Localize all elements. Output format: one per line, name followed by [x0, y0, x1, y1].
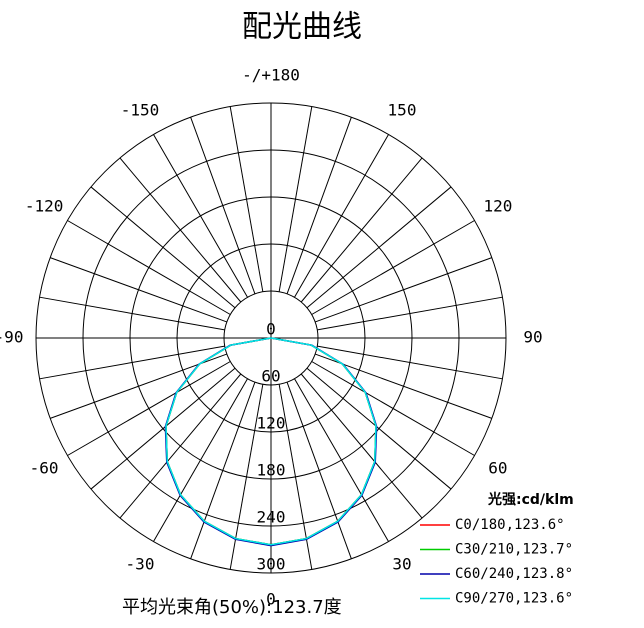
legend-label: C30/210,123.7°: [455, 542, 573, 558]
angle-tick-label: -60: [30, 459, 59, 478]
chart-title: 配光曲线: [242, 10, 362, 45]
angle-tick-label: 30: [392, 554, 411, 573]
grid-ring: [129, 196, 413, 480]
angle-tick-label: -120: [25, 197, 64, 216]
grid-ring: [35, 102, 507, 574]
angle-tick-label: 120: [483, 197, 512, 216]
r-tick-label: 300: [257, 555, 286, 574]
r-tick-label: 180: [257, 461, 286, 480]
r-tick-label: 0: [266, 320, 276, 339]
r-tick-label: 120: [257, 414, 286, 433]
r-tick-label: 240: [257, 508, 286, 527]
legend-label: C90/270,123.6°: [455, 591, 573, 607]
grid-ring: [176, 243, 366, 433]
grid-ring: [223, 290, 319, 386]
curve: [165, 337, 377, 546]
annotation: 平均光束角(50%):123.7度: [122, 597, 342, 618]
angle-tick-label: 60: [488, 459, 507, 478]
legend-label: C0/180,123.6°: [455, 517, 565, 533]
angle-tick-label: -/+180: [242, 66, 300, 85]
legend-title: 光强:cd/klm: [487, 491, 574, 508]
angle-tick-label: -150: [121, 101, 160, 120]
angle-tick-label: 0: [266, 590, 276, 609]
angle-tick-label: -90: [0, 328, 23, 347]
grid-ring: [82, 149, 460, 527]
angle-tick-label: -30: [126, 554, 155, 573]
r-tick-label: 60: [261, 367, 280, 386]
angle-tick-label: 90: [523, 328, 542, 347]
legend-label: C60/240,123.8°: [455, 566, 573, 582]
angle-tick-label: 150: [388, 101, 417, 120]
